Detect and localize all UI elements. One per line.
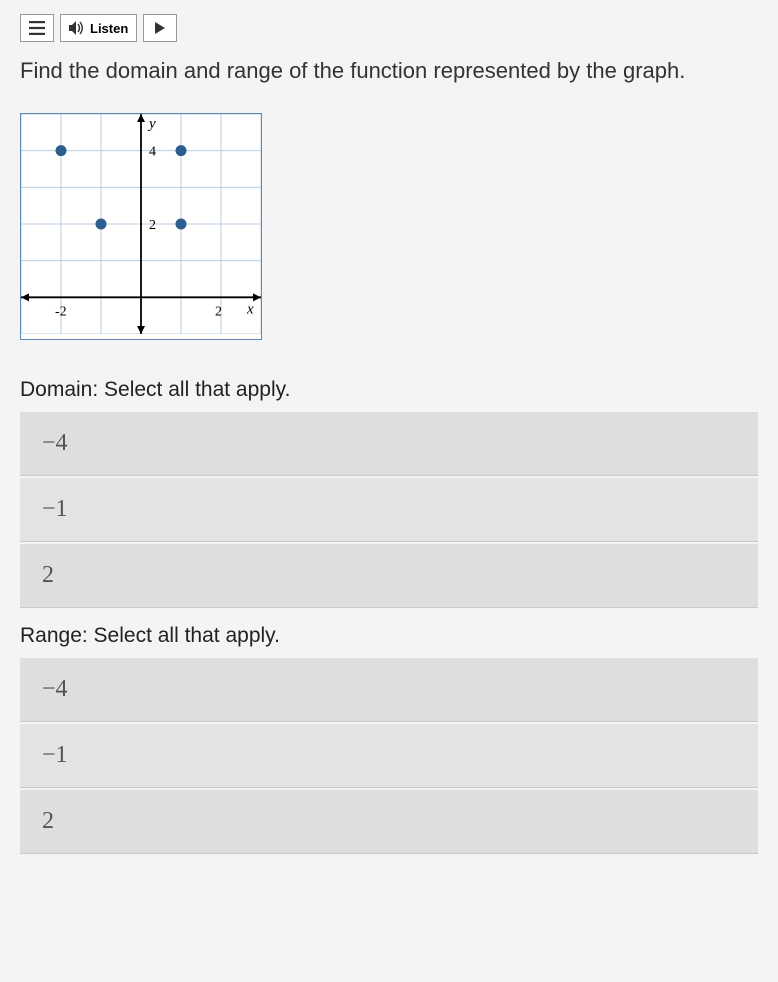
- svg-text:2: 2: [149, 218, 156, 233]
- svg-text:-2: -2: [55, 304, 67, 319]
- domain-option[interactable]: 2: [20, 544, 758, 608]
- hamburger-icon: [29, 21, 45, 35]
- svg-text:2: 2: [215, 304, 222, 319]
- domain-label: Domain: Select all that apply.: [20, 378, 758, 402]
- question-text: Find the domain and range of the functio…: [20, 56, 758, 87]
- play-icon: [155, 22, 165, 34]
- listen-button[interactable]: Listen: [60, 14, 137, 42]
- domain-option[interactable]: −4: [20, 412, 758, 476]
- svg-text:x: x: [246, 301, 254, 317]
- range-option[interactable]: −1: [20, 724, 758, 788]
- range-option[interactable]: 2: [20, 790, 758, 854]
- graph-svg: y x -2 2 2 4: [21, 114, 261, 334]
- range-label: Range: Select all that apply.: [20, 624, 758, 648]
- menu-button[interactable]: [20, 14, 54, 42]
- function-graph: y x -2 2 2 4: [20, 113, 262, 340]
- domain-option[interactable]: −1: [20, 478, 758, 542]
- quiz-page: Listen Find the domain and range of the …: [0, 0, 778, 982]
- toolbar: Listen: [20, 14, 758, 42]
- play-button[interactable]: [143, 14, 177, 42]
- listen-label: Listen: [90, 21, 128, 36]
- domain-options: −4 −1 2: [20, 412, 758, 608]
- range-option[interactable]: −4: [20, 658, 758, 722]
- speaker-icon: [69, 21, 85, 35]
- svg-text:y: y: [147, 116, 156, 132]
- range-options: −4 −1 2: [20, 658, 758, 854]
- svg-text:4: 4: [149, 144, 156, 159]
